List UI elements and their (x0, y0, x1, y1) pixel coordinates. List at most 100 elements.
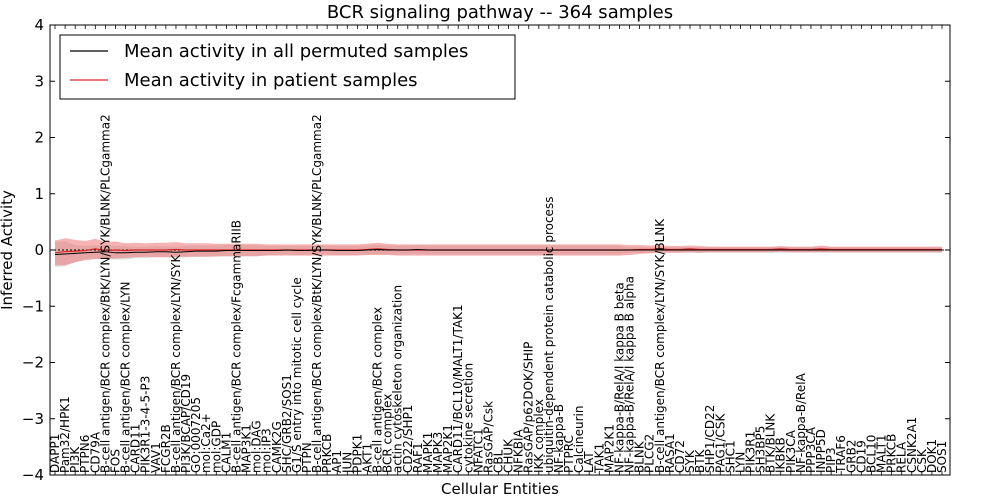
x-category-label: RASA1 (663, 433, 677, 473)
x-category-label: Pam32/HPK1 (58, 396, 72, 473)
y-tick-label: 2 (34, 129, 44, 147)
x-category-label: BTK/BLNK (764, 413, 778, 473)
x-category-label: GO:0007205 (189, 397, 203, 473)
x-category-label: CSK (915, 448, 929, 473)
y-tick-label: 1 (34, 185, 44, 203)
x-category-label: RAF1 (411, 442, 425, 473)
x-category-label: CALM1 (219, 432, 233, 473)
x-category-label: B-cell antigen/BCR complex/BtK/LYN/SYK/B… (310, 114, 324, 473)
x-category-label: SH3BP5 (754, 426, 768, 473)
x-category-label: CD22/SHP1 (401, 405, 415, 473)
x-category-label: PIK3R1 (743, 431, 757, 473)
x-category-label: B-cell antigen/BCR complex/LYN/SYK (169, 253, 183, 473)
chart-title: BCR signaling pathway -- 364 samples (327, 2, 673, 23)
x-category-label: BCR complex (381, 394, 395, 473)
y-tick-label: −4 (22, 466, 44, 484)
x-category-label: CSNK2A1 (905, 417, 919, 473)
x-category-label: CARD11 (129, 424, 143, 473)
x-category-label: cytokine secretion (461, 363, 475, 473)
x-category-label: B-cell antigen/BCR complex/BtK/LYN/SYK/B… (98, 114, 112, 473)
x-category-label: DAPP1 (48, 434, 62, 473)
x-category-label: BTK (693, 448, 707, 473)
y-axis-label: Inferred Activity (0, 190, 16, 310)
x-category-label: PLCG2 (643, 434, 657, 473)
y-tick-label: 0 (34, 241, 44, 259)
x-category-label: ubiquitin-dependent protein catabolic pr… (542, 197, 556, 473)
y-tick-label: 4 (34, 16, 44, 34)
x-axis-label: Cellular Entities (441, 480, 559, 498)
x-category-label: CAMK2G (270, 421, 284, 473)
x-category-label: LAT (582, 451, 596, 473)
x-category-label: PIK3R1-3-4-5-P3 (139, 376, 153, 473)
x-category-label: NF-kappa-B/RelA/I kappa B alpha (623, 276, 637, 473)
x-category-label: NFKBIA (512, 428, 526, 473)
x-category-label: NF-kappa-B (552, 404, 566, 473)
x-category-label: PTPRC (562, 435, 576, 473)
x-category-label: RELA (895, 441, 909, 473)
x-category-label: B-cell antigen/BCR complex/LYN/SYK/BLNK (653, 218, 667, 473)
x-category-label: CD19 (854, 440, 868, 473)
patient-std-band (55, 238, 942, 266)
x-category-label: FCGR2B (159, 424, 173, 473)
x-category-label: CD72 (673, 440, 687, 473)
x-category-label: SHC/GRB2/SOS1 (280, 374, 294, 473)
y-axis: −4 −3 −2 −1 0 1 2 3 4 (22, 16, 950, 484)
x-category-label: PI3K (68, 446, 82, 473)
x-category-label: INPP5D (814, 429, 828, 473)
x-category-label: CBL (492, 449, 506, 473)
x-category-label: SOS1 (935, 441, 949, 473)
x-category-label: AKT1 (360, 443, 374, 473)
x-category-label: CHUK (502, 438, 516, 473)
x-category-label: actin cytoskeleton organization (391, 285, 405, 473)
legend: Mean activity in all permuted samples Me… (59, 34, 516, 100)
x-category-label: MAP2K1 (602, 424, 616, 473)
x-category-label: mol:DAG (250, 420, 264, 473)
x-category-label: PDPK1 (350, 434, 364, 473)
x-category-label: Calcineurin (572, 406, 586, 473)
x-category-label: RasGAP/p62DOK/SHIP (522, 342, 536, 473)
x-category-label: FOS (108, 449, 122, 473)
x-category-label: B-cell antigen/BCR complex/FcgammaRIIB (229, 220, 243, 473)
x-category-label: SHP1/CD22 (703, 405, 717, 473)
x-category-label: JUN (340, 452, 354, 474)
x-category-label: B-cell antigen/BCR complex (371, 307, 385, 473)
x-category-label: PTPN6 (78, 435, 92, 473)
x-category-label: NF-kappa-B/RelA/I kappa B beta (612, 282, 626, 473)
x-category-label: B-cell antigen/BCR complex/LYN (119, 281, 133, 473)
x-category-label: CD79A (88, 431, 102, 473)
x-category-label: IKBKB (774, 437, 788, 473)
y-tick-label: −1 (22, 297, 44, 315)
legend-label-patient: Mean activity in patient samples (124, 70, 418, 91)
x-category-label: GRB2 (844, 439, 858, 473)
x-category-label: BLNK (633, 440, 647, 473)
x-category-label: CARD11/BCL10/MALT1/TAK1 (451, 304, 465, 473)
x-category-label: PI3K/BCAP/CD19 (179, 374, 193, 473)
x-category-label: PIK3CA (784, 429, 798, 473)
x-category-label: mol:GDP (209, 421, 223, 473)
x-category-label: MALT1 (875, 434, 889, 473)
x-category-label: PRKCB (885, 434, 899, 473)
x-category-label: RasGAP/Csk (481, 401, 495, 473)
x-category-label: BCL10 (864, 435, 878, 473)
x-category-label: VAV1 (149, 442, 163, 473)
x-category-label: SYK (683, 449, 697, 473)
x-category-label: mol:IP3 (260, 428, 274, 473)
x-category-label: SHC1 (723, 440, 737, 473)
x-category-label: MAP3K1 (240, 424, 254, 473)
x-category-label: IKK complex (532, 399, 546, 473)
y-tick-label: −2 (22, 354, 44, 372)
x-category-label: LYN (733, 452, 747, 473)
x-category-label: TAK1 (592, 443, 606, 474)
series-line-permuted (54, 248, 942, 255)
x-category-label: TRAF6 (834, 435, 848, 474)
legend-box (59, 34, 516, 100)
legend-label-permuted: Mean activity in all permuted samples (124, 41, 468, 62)
x-category-label: NF-kappa-B/RelA (794, 372, 808, 473)
x-category-label: NFATC1 (471, 428, 485, 473)
x-category-label: PPP3CA (804, 426, 818, 473)
x-category-label: PTPN (300, 442, 314, 473)
x-category-label: PIP3 (824, 447, 838, 473)
